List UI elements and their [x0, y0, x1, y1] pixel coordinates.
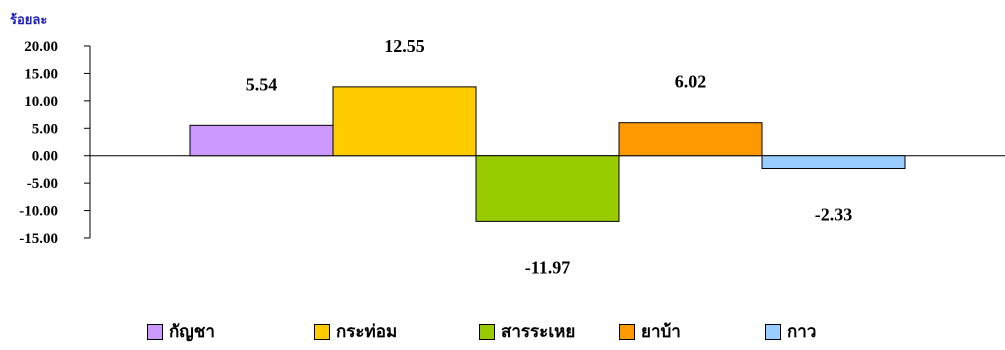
legend-label: กระท่อม — [336, 322, 398, 342]
legend-swatch — [619, 323, 635, 340]
bar-1 — [332, 86, 477, 157]
legend-item-1: กระท่อม — [314, 318, 397, 345]
legend-item-3: ยาบ้า — [619, 318, 681, 345]
y-tick-label: -5.00 — [27, 176, 58, 192]
legend-item-2: สารระเหย — [479, 318, 575, 345]
y-tick-label: -10.00 — [19, 204, 58, 220]
y-tick-label: 0.00 — [32, 149, 58, 165]
data-labels: 5.54 12.55 -11.97 6.02 -2.33 — [246, 36, 853, 278]
bar-2 — [475, 155, 620, 222]
legend-item-4: กาว — [765, 318, 816, 345]
legend-label: กัญชา — [169, 322, 215, 342]
y-axis-label: ร้อยละ — [10, 12, 47, 28]
bars — [189, 86, 906, 222]
legend-swatch — [765, 323, 781, 340]
y-tick-label: 15.00 — [24, 66, 58, 82]
legend-label: สารระเหย — [501, 322, 576, 342]
bar-3 — [618, 122, 763, 157]
data-label-0: 5.54 — [246, 74, 278, 94]
legend-swatch — [147, 323, 163, 340]
data-label-4: -2.33 — [815, 204, 853, 224]
bar-0 — [189, 124, 334, 157]
data-label-2: -11.97 — [525, 257, 571, 277]
y-tick-label: 5.00 — [32, 121, 58, 137]
legend-swatch — [479, 323, 495, 340]
legend-label: ยาบ้า — [641, 322, 681, 342]
data-label-3: 6.02 — [675, 72, 707, 92]
y-tick-label: 10.00 — [24, 94, 58, 110]
legend: กัญชา กระท่อม สารระเหย ยาบ้า กาว — [0, 318, 1005, 346]
bar-chart: ร้อยละ 20.00 15.00 10.00 5.00 0.00 -5.00 -10.0… — [10, 12, 1005, 278]
y-tick-label: -15.00 — [19, 231, 58, 247]
legend-label: กาว — [787, 322, 817, 342]
bar-4 — [761, 155, 906, 169]
data-label-1: 12.55 — [384, 36, 425, 56]
y-tick-label: 20.00 — [24, 39, 58, 55]
legend-item-0: กัญชา — [147, 318, 215, 345]
legend-swatch — [314, 323, 330, 340]
